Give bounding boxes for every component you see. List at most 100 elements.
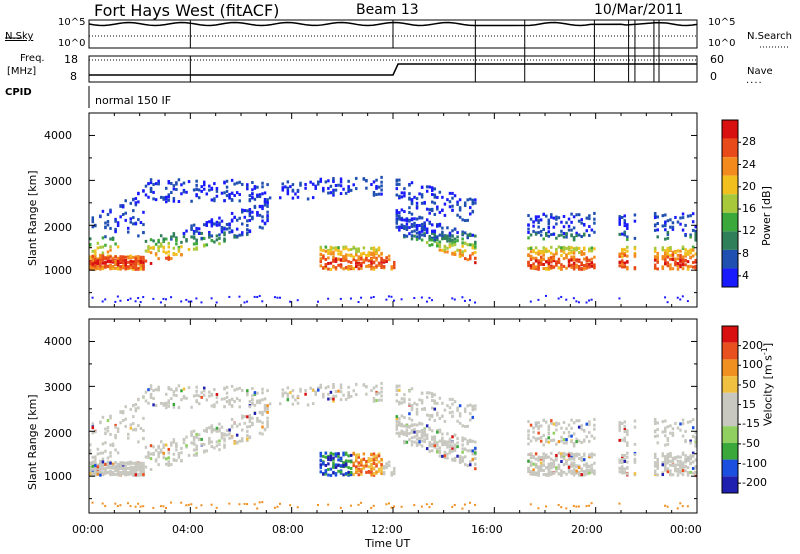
power-cell bbox=[626, 224, 629, 228]
velocity-cell bbox=[431, 398, 434, 402]
power-cell bbox=[425, 241, 429, 245]
velocity-cell bbox=[339, 457, 343, 461]
velocity-cell bbox=[405, 431, 409, 435]
power-cell bbox=[213, 199, 216, 203]
power-colorbar-tick-label: 12 bbox=[742, 224, 756, 238]
power-cell bbox=[119, 267, 122, 271]
power-cell bbox=[104, 243, 107, 247]
power-cell bbox=[539, 260, 543, 264]
xtick-0800: 08:00 bbox=[272, 523, 304, 536]
velocity-cell bbox=[532, 462, 535, 466]
velocity-cell bbox=[621, 471, 624, 475]
velocity-cell bbox=[471, 408, 475, 412]
velocity-cell bbox=[565, 438, 568, 442]
velocity-cell bbox=[423, 432, 426, 436]
velocity-cell bbox=[441, 440, 444, 444]
velocity-cell bbox=[458, 404, 462, 408]
power-cell bbox=[380, 251, 383, 255]
velocity-cell bbox=[461, 443, 464, 447]
velocity-cell bbox=[357, 503, 360, 506]
velocity-cell bbox=[534, 457, 538, 461]
power-cell bbox=[537, 225, 540, 229]
velocity-cell bbox=[570, 418, 573, 422]
velocity-cell bbox=[149, 444, 153, 448]
power-cell bbox=[443, 213, 447, 217]
velocity-cell bbox=[527, 429, 530, 433]
velocity-cell bbox=[91, 464, 95, 468]
velocity-cell bbox=[580, 427, 583, 431]
power-cell bbox=[228, 193, 231, 197]
velocity-cell bbox=[101, 471, 105, 475]
velocity-cell bbox=[694, 471, 697, 475]
power-cell bbox=[398, 196, 401, 200]
power-cell bbox=[104, 226, 107, 230]
velocity-cell bbox=[552, 463, 556, 467]
power-cell bbox=[144, 239, 148, 243]
power-cell bbox=[545, 231, 548, 235]
velocity-cell bbox=[691, 451, 695, 455]
power-cell bbox=[585, 264, 589, 268]
power-cell bbox=[458, 198, 462, 202]
power-cell bbox=[567, 262, 571, 266]
velocity-cell bbox=[327, 467, 330, 471]
power-cell bbox=[195, 247, 198, 251]
velocity-cell bbox=[149, 387, 153, 391]
power-cell bbox=[382, 259, 386, 263]
velocity-cell bbox=[545, 420, 548, 424]
power-cell bbox=[398, 194, 401, 198]
power-cell bbox=[132, 216, 135, 220]
power-cell bbox=[398, 228, 401, 232]
power-cell bbox=[314, 186, 317, 190]
power-cell bbox=[256, 213, 259, 217]
velocity-cell bbox=[139, 473, 143, 477]
velocity-cell bbox=[334, 394, 338, 398]
velocity-cell bbox=[653, 419, 657, 423]
velocity-cell bbox=[172, 402, 176, 406]
velocity-cell bbox=[539, 439, 543, 443]
velocity-cell bbox=[446, 440, 449, 444]
power-cell bbox=[420, 222, 424, 226]
velocity-cell bbox=[537, 458, 540, 462]
power-cell bbox=[681, 245, 685, 249]
power-cell bbox=[469, 197, 472, 201]
velocity-cell bbox=[425, 433, 429, 437]
velocity-cell bbox=[588, 453, 591, 457]
velocity-cell bbox=[94, 455, 97, 459]
power-colorbar-tick-label: 24 bbox=[742, 157, 756, 171]
velocity-cell bbox=[142, 395, 145, 399]
velocity-cell bbox=[172, 440, 176, 444]
velocity-cell bbox=[109, 461, 112, 465]
power-cell bbox=[101, 258, 105, 262]
velocity-cell bbox=[420, 399, 424, 403]
power-colorbar-tick-label: 8 bbox=[742, 246, 749, 260]
power-cell bbox=[448, 237, 452, 241]
power-cell bbox=[580, 262, 583, 266]
velocity-cell bbox=[466, 442, 469, 446]
power-cell bbox=[664, 249, 667, 253]
velocity-cell bbox=[124, 467, 127, 471]
power-cell bbox=[377, 254, 381, 258]
velocity-cell bbox=[537, 421, 540, 425]
power-cell bbox=[258, 195, 262, 199]
power-cell bbox=[377, 261, 381, 265]
power-cell bbox=[570, 246, 573, 250]
velocity-cell bbox=[661, 461, 665, 465]
power-cell bbox=[679, 263, 682, 267]
nave-label: Nave bbox=[747, 66, 773, 77]
velocity-cell bbox=[403, 432, 406, 436]
velocity-cell bbox=[372, 472, 376, 476]
power-cell bbox=[565, 254, 568, 258]
velocity-cell bbox=[380, 463, 383, 467]
power-cell bbox=[621, 263, 624, 267]
velocity-cell bbox=[342, 393, 345, 397]
power-cell bbox=[372, 254, 376, 258]
velocity-cell bbox=[192, 394, 196, 398]
velocity-cell bbox=[583, 429, 586, 433]
velocity-cell bbox=[626, 443, 629, 447]
power-cell bbox=[413, 221, 416, 225]
power-cell bbox=[116, 245, 120, 249]
velocity-cell bbox=[552, 438, 556, 442]
velocity-cell bbox=[223, 397, 226, 401]
velocity-cell bbox=[200, 504, 203, 507]
velocity-cell bbox=[542, 468, 545, 472]
